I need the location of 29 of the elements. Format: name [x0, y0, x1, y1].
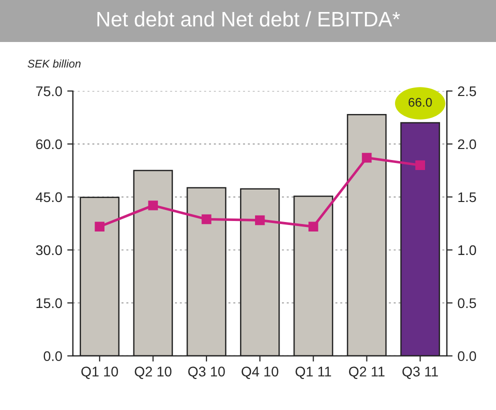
y2-tick-label: 1.5 — [458, 192, 476, 202]
y-tick-label: 15.0 — [36, 298, 62, 308]
y2-tick-label: 2.0 — [458, 139, 476, 150]
point — [415, 160, 426, 170]
point — [362, 152, 372, 163]
y-tick-label: 75.0 — [36, 86, 62, 96]
y-tick-label: 45.0 — [36, 192, 62, 202]
x-tick-label: Q1 10 — [81, 366, 118, 379]
x-tick-label: Q2 10 — [134, 366, 172, 379]
y2-tick-label: 1.0 — [458, 245, 476, 256]
x-tick-label: Q3 10 — [188, 366, 225, 379]
x-tick-label: Q4 10 — [242, 366, 278, 379]
x-tick-label: Q1 11 — [296, 366, 332, 379]
y2-tick-label: 0.0 — [458, 351, 476, 362]
y-tick-label: 0.0 — [44, 351, 62, 362]
y2-tick-label: 2.5 — [458, 86, 476, 96]
chart-title: Net debt and Net debt / EBITDA* — [97, 11, 400, 27]
point — [255, 215, 265, 226]
y-tick-label: 60.0 — [36, 139, 62, 150]
y2-tick-label: 0.5 — [458, 298, 476, 308]
y-axis-title: SEK billion — [28, 59, 81, 68]
point — [94, 222, 104, 232]
x-tick-label: Q2 11 — [349, 366, 384, 379]
y-tick-label: 30.0 — [36, 245, 62, 256]
point — [148, 200, 158, 210]
point — [202, 214, 212, 224]
x-tick-label: Q3 11 — [402, 366, 438, 379]
data-label: 66.0 — [408, 98, 432, 107]
point — [308, 222, 318, 232]
